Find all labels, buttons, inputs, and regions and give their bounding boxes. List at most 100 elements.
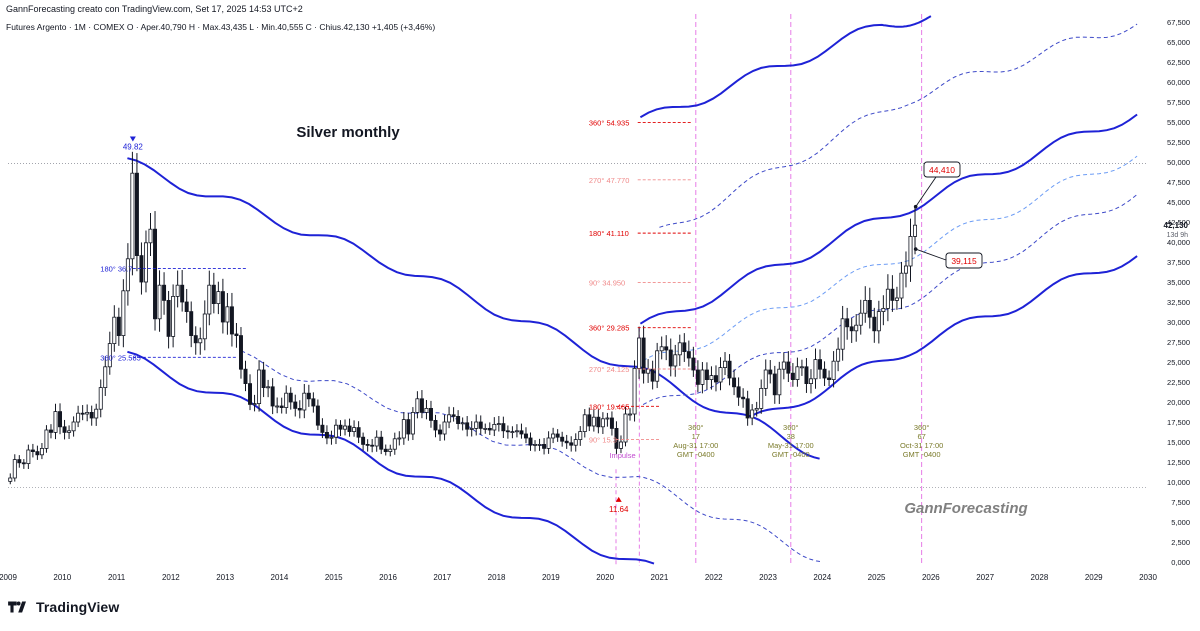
y-tick-label: 35,000 bbox=[1167, 278, 1190, 287]
tradingview-brand[interactable]: TradingView bbox=[8, 598, 119, 616]
candle-body bbox=[754, 407, 759, 411]
x-tick-label: 2018 bbox=[488, 573, 506, 582]
y-tick-label: 55,000 bbox=[1167, 118, 1190, 127]
candle-body bbox=[618, 441, 623, 449]
y-tick-label: 25,000 bbox=[1167, 358, 1190, 367]
y-tick-label: 20,000 bbox=[1167, 398, 1190, 407]
candle-body bbox=[827, 377, 832, 381]
candle-body bbox=[252, 403, 257, 406]
candle-body bbox=[374, 436, 379, 447]
y-tick-label: 2,500 bbox=[1171, 538, 1190, 547]
y-tick-label: 62,500 bbox=[1167, 58, 1190, 67]
candle-body bbox=[727, 360, 732, 379]
candle-body bbox=[560, 436, 565, 442]
candle-body bbox=[288, 392, 293, 403]
callout-point bbox=[913, 204, 918, 209]
ohlc-legend: Futures Argento · 1M · COMEX O · Aper.40… bbox=[6, 22, 436, 32]
cycle-label: 17 bbox=[692, 432, 700, 441]
candle-body bbox=[103, 366, 108, 388]
candle-body bbox=[257, 369, 262, 404]
candle-body bbox=[863, 299, 868, 314]
candle-body bbox=[867, 299, 872, 318]
y-tick-label: 7,500 bbox=[1171, 498, 1190, 507]
tradingview-logo-icon bbox=[8, 601, 26, 613]
y-tick-label: 5,000 bbox=[1171, 518, 1190, 527]
candle-body bbox=[202, 313, 207, 340]
last-price-label: 42,130 bbox=[1164, 221, 1189, 230]
candle-body bbox=[451, 414, 456, 417]
candle-body bbox=[338, 424, 343, 430]
candle-body bbox=[609, 417, 614, 429]
candle-body bbox=[655, 350, 660, 382]
candle-body bbox=[505, 430, 510, 433]
gann-level-label: 360° 29.285 bbox=[589, 324, 630, 333]
y-tick-label: 60,000 bbox=[1167, 78, 1190, 87]
candle-body bbox=[311, 398, 316, 407]
y-tick-label: 67,500 bbox=[1167, 18, 1190, 27]
candle-body bbox=[30, 449, 35, 453]
candle-body bbox=[578, 431, 583, 441]
candle-body bbox=[148, 228, 153, 244]
candle-body bbox=[845, 318, 850, 328]
candle-body bbox=[605, 417, 610, 420]
candle-body bbox=[415, 398, 420, 413]
candle-body bbox=[741, 396, 746, 400]
candle-body bbox=[211, 284, 216, 305]
callout-box bbox=[923, 161, 961, 178]
cycle-label: 67 bbox=[917, 432, 925, 441]
cycle-label: May-31 17:00 bbox=[768, 441, 814, 450]
candle-body bbox=[302, 392, 307, 411]
candle-body bbox=[469, 427, 474, 430]
candle-body bbox=[157, 284, 162, 320]
candle-body bbox=[795, 366, 800, 380]
candle-body bbox=[171, 295, 176, 337]
candle-body bbox=[646, 368, 651, 374]
candle-body bbox=[664, 346, 669, 351]
candle-body bbox=[668, 349, 673, 367]
y-tick-label: 22,500 bbox=[1167, 378, 1190, 387]
candle-body bbox=[913, 224, 918, 237]
annotation-layer: 360° 54.935 270° 47.770 180° 41.110 90° 34.… bbox=[100, 119, 1027, 517]
candle-body bbox=[591, 416, 596, 427]
candle-body bbox=[483, 427, 488, 430]
candle-body bbox=[790, 372, 795, 381]
candle-body bbox=[709, 375, 714, 381]
candle-body bbox=[519, 430, 524, 435]
chart-caption: GannForecasting creato con TradingView.c… bbox=[6, 4, 303, 14]
candle-body bbox=[370, 444, 375, 447]
candle-body bbox=[623, 413, 628, 443]
candle-body bbox=[347, 425, 352, 432]
candle-body bbox=[555, 433, 560, 438]
x-tick-label: 2022 bbox=[705, 573, 723, 582]
candle-body bbox=[71, 421, 76, 432]
candle-body bbox=[388, 448, 393, 453]
high-marker-icon bbox=[129, 136, 136, 142]
candle-body bbox=[166, 299, 171, 337]
candle-body bbox=[116, 316, 121, 337]
y-tick-label: 15,000 bbox=[1167, 438, 1190, 447]
candle-body bbox=[492, 423, 497, 431]
x-tick-label: 2030 bbox=[1139, 573, 1157, 582]
x-tick-label: 2020 bbox=[596, 573, 614, 582]
candle-body bbox=[98, 387, 103, 410]
channel-up-light bbox=[642, 155, 1138, 362]
candle-body bbox=[428, 407, 433, 421]
candle-body bbox=[293, 401, 298, 409]
candle-body bbox=[836, 348, 841, 362]
candle-body bbox=[899, 272, 904, 299]
candle-body bbox=[637, 337, 642, 369]
candle-body bbox=[632, 367, 637, 415]
candle-body bbox=[514, 430, 519, 433]
y-tick-label: 47,500 bbox=[1167, 178, 1190, 187]
y-tick-label: 12,500 bbox=[1167, 458, 1190, 467]
y-tick-label: 32,500 bbox=[1167, 298, 1190, 307]
candle-body bbox=[180, 284, 185, 303]
candle-body bbox=[682, 342, 687, 352]
candle-body bbox=[433, 419, 438, 431]
cycle-label: 38 bbox=[787, 432, 795, 441]
candle-body bbox=[80, 412, 85, 415]
cycle-label: Oct-31 17:00 bbox=[900, 441, 943, 450]
candle-body bbox=[130, 172, 135, 260]
